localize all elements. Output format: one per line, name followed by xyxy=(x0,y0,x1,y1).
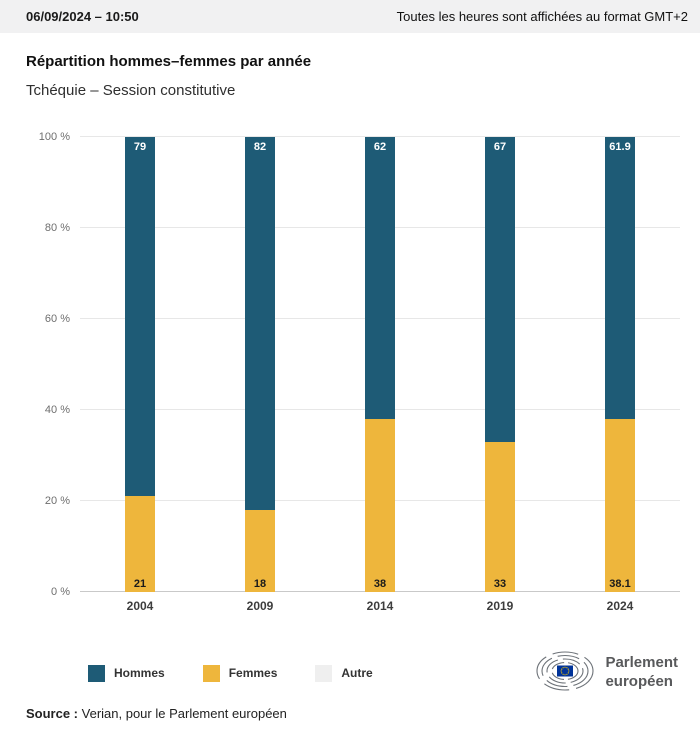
source-label: Source : xyxy=(26,706,79,721)
legend-label-hommes: Hommes xyxy=(114,666,165,680)
logo-text-line2: européen xyxy=(605,673,673,690)
y-tick-20: 20 % xyxy=(44,495,70,507)
bar-value-hommes-2014: 62 xyxy=(373,141,387,154)
bar-segment-femmes-2009[interactable]: 18 xyxy=(245,510,275,592)
bar-segment-hommes-2019[interactable]: 67 xyxy=(485,137,515,442)
bar-segment-femmes-2004[interactable]: 21 xyxy=(125,496,155,592)
bar-column-2009: 82 18 xyxy=(200,137,320,592)
legend-swatch-femmes xyxy=(202,664,220,682)
bar-segment-femmes-2019[interactable]: 33 xyxy=(485,441,515,592)
bar-column-2004: 79 21 xyxy=(80,137,200,592)
bars-layer: 79 21 82 18 62 38 67 33 61.9 38.1 xyxy=(80,137,680,592)
bar-2014: 62 38 xyxy=(365,137,395,592)
legend-swatch-autre xyxy=(315,664,333,682)
y-tick-40: 40 % xyxy=(44,404,70,416)
bar-column-2024: 61.9 38.1 xyxy=(560,137,680,592)
legend: Hommes Femmes Autre xyxy=(88,664,373,682)
bar-segment-femmes-2024[interactable]: 38.1 xyxy=(605,418,635,592)
parliament-logo: Parlement européen xyxy=(534,650,678,696)
page-subtitle: Tchéquie – Session constitutive xyxy=(26,82,236,99)
bar-column-2019: 67 33 xyxy=(440,137,560,592)
legend-label-autre: Autre xyxy=(341,666,373,680)
y-tick-0: 0 % xyxy=(51,586,70,598)
bar-value-femmes-2014: 38 xyxy=(373,578,387,590)
source-text: Verian, pour le Parlement européen xyxy=(81,706,287,721)
bar-value-hommes-2004: 79 xyxy=(133,141,147,154)
logo-text: Parlement européen xyxy=(605,654,678,692)
legend-swatch-hommes xyxy=(88,664,105,682)
bar-value-hommes-2024: 61.9 xyxy=(609,141,631,154)
legend-row: Hommes Femmes Autre Parlement européen xyxy=(0,624,700,696)
datetime-label: 06/09/2024 – 10:50 xyxy=(26,9,139,24)
bar-2009: 82 18 xyxy=(245,137,275,592)
x-label-2014: 2014 xyxy=(366,599,394,613)
bar-segment-hommes-2004[interactable]: 79 xyxy=(125,137,155,497)
source-line: Source : Verian, pour le Parlement europ… xyxy=(0,696,700,721)
hemicycle-logo-icon xyxy=(536,651,595,691)
page-title: Répartition hommes–femmes par année xyxy=(26,53,312,70)
timezone-note: Toutes les heures sont affichées au form… xyxy=(396,9,688,24)
legend-item-autre[interactable]: Autre xyxy=(315,664,373,682)
bar-value-hommes-2019: 67 xyxy=(493,141,507,154)
y-tick-80: 80 % xyxy=(44,222,70,234)
plot-area: 100 % 80 % 60 % 40 % 20 % 0 % 79 21 82 18 62 38 67 33… xyxy=(39,131,680,598)
bar-value-hommes-2009: 82 xyxy=(253,141,267,154)
top-bar: 06/09/2024 – 10:50 Toutes les heures son… xyxy=(0,0,700,33)
eu-flag-icon xyxy=(557,665,574,677)
titles-block: Répartition hommes–femmes par année Tché… xyxy=(0,33,700,99)
bar-value-femmes-2004: 21 xyxy=(133,578,147,590)
bar-value-femmes-2019: 33 xyxy=(493,578,507,590)
y-tick-100: 100 % xyxy=(38,131,70,143)
bar-column-2014: 62 38 xyxy=(320,137,440,592)
legend-item-femmes[interactable]: Femmes xyxy=(202,664,278,682)
bar-2004: 79 21 xyxy=(125,137,155,592)
bar-2019: 67 33 xyxy=(485,137,515,592)
bar-segment-hommes-2009[interactable]: 82 xyxy=(245,137,275,511)
bar-segment-hommes-2014[interactable]: 62 xyxy=(365,137,395,420)
x-label-2024: 2024 xyxy=(606,599,634,613)
bar-segment-femmes-2014[interactable]: 38 xyxy=(365,419,395,592)
logo-text-line1: Parlement xyxy=(605,654,678,672)
y-tick-60: 60 % xyxy=(44,313,70,325)
legend-label-femmes: Femmes xyxy=(228,666,278,680)
legend-item-hommes[interactable]: Hommes xyxy=(88,664,165,682)
chart: 100 % 80 % 60 % 40 % 20 % 0 % 79 21 82 18 62 38 67 33… xyxy=(20,131,680,624)
bar-value-femmes-2009: 18 xyxy=(253,578,267,590)
x-label-2004: 2004 xyxy=(126,599,154,613)
x-label-2009: 2009 xyxy=(246,599,274,613)
x-axis-labels: 2004 2009 2014 2019 2024 xyxy=(80,599,680,613)
x-label-2019: 2019 xyxy=(486,599,514,613)
bar-2024: 61.9 38.1 xyxy=(605,137,635,592)
gridline-100 xyxy=(80,136,680,137)
bar-value-femmes-2024: 38.1 xyxy=(609,578,631,590)
bar-segment-hommes-2024[interactable]: 61.9 xyxy=(605,137,635,419)
